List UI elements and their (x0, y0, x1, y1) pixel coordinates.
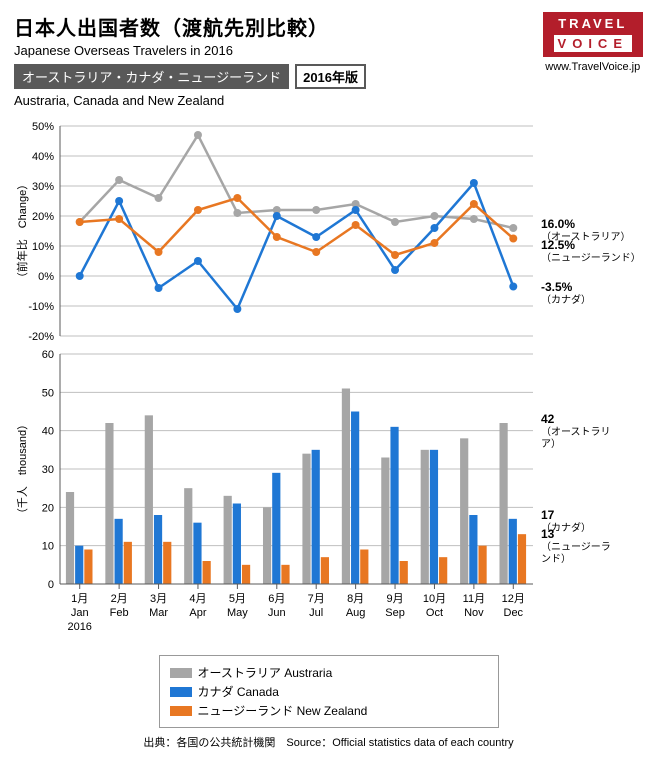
svg-text:0: 0 (48, 579, 54, 591)
legend-label: オーストラリア Austraria (198, 664, 333, 681)
legend-item: カナダ Canada (170, 683, 488, 700)
svg-text:12.5%: 12.5% (541, 238, 575, 252)
svg-text:（ニュージーランド）: （ニュージーランド） (541, 252, 641, 264)
legend-swatch-australia (170, 668, 192, 678)
svg-text:50%: 50% (32, 121, 54, 133)
svg-text:8月: 8月 (347, 593, 364, 605)
svg-text:Sep: Sep (385, 607, 405, 619)
legend-item: オーストラリア Austraria (170, 664, 488, 681)
svg-text:（前年比 Change）: （前年比 Change） (15, 179, 29, 284)
svg-text:ンド）: ンド） (541, 553, 571, 565)
svg-text:4月: 4月 (189, 593, 206, 605)
svg-text:Oct: Oct (426, 607, 443, 619)
svg-text:（ニュージーラ: （ニュージーラ (541, 541, 611, 553)
subtitle-year: 2016年版 (295, 64, 366, 89)
legend-label: ニュージーランド New Zealand (198, 702, 368, 719)
svg-text:Mar: Mar (149, 607, 168, 619)
legend-swatch-newzealand (170, 706, 192, 716)
svg-text:60: 60 (42, 349, 54, 361)
svg-text:20: 20 (42, 502, 54, 514)
svg-text:10: 10 (42, 541, 54, 553)
svg-text:3月: 3月 (150, 593, 167, 605)
svg-text:Jan: Jan (71, 607, 89, 619)
svg-text:7月: 7月 (308, 593, 325, 605)
svg-text:30: 30 (42, 464, 54, 476)
legend-item: ニュージーランド New Zealand (170, 702, 488, 719)
svg-text:2016: 2016 (67, 621, 91, 633)
logo-url: www.TravelVoice.jp (543, 61, 643, 73)
subtitle-jp: オーストラリア・カナダ・ニュージーランド (14, 64, 289, 89)
svg-text:Aug: Aug (346, 607, 366, 619)
logo-bottom: VOICE (553, 34, 633, 54)
svg-text:40: 40 (42, 426, 54, 438)
svg-text:Jun: Jun (268, 607, 286, 619)
svg-text:16.0%: 16.0% (541, 217, 575, 231)
legend-swatch-canada (170, 687, 192, 697)
legend-box: オーストラリア Austraria カナダ Canada ニュージーランド New … (159, 655, 499, 728)
svg-text:May: May (227, 607, 248, 619)
svg-text:（オーストラリ: （オーストラリ (541, 426, 611, 438)
svg-text:ア）: ア） (541, 438, 561, 450)
svg-text:6月: 6月 (268, 593, 285, 605)
legend-label: カナダ Canada (198, 683, 279, 700)
subtitle-en: Austraria, Canada and New Zealand (14, 93, 643, 108)
svg-text:10%: 10% (32, 241, 54, 253)
svg-text:Feb: Feb (110, 607, 129, 619)
svg-text:-3.5%: -3.5% (541, 280, 573, 294)
svg-text:Dec: Dec (504, 607, 524, 619)
svg-text:30%: 30% (32, 181, 54, 193)
svg-text:2月: 2月 (111, 593, 128, 605)
svg-text:40%: 40% (32, 151, 54, 163)
svg-text:0%: 0% (38, 271, 54, 283)
svg-text:50: 50 (42, 387, 54, 399)
source-text: 出典：各国の公共統計機関 Source：Official statistics … (14, 734, 643, 750)
svg-text:（カナダ）: （カナダ） (541, 293, 591, 306)
svg-text:11月: 11月 (463, 593, 485, 605)
svg-text:Jul: Jul (309, 607, 323, 619)
svg-text:20%: 20% (32, 211, 54, 223)
svg-text:Nov: Nov (464, 607, 484, 619)
svg-text:-10%: -10% (28, 301, 54, 313)
svg-text:1月: 1月 (71, 593, 88, 605)
logo[interactable]: TRAVEL VOICE www.TravelVoice.jp (543, 12, 643, 73)
svg-text:Apr: Apr (189, 607, 206, 619)
svg-text:13: 13 (541, 527, 555, 541)
svg-text:10月: 10月 (423, 593, 446, 605)
svg-text:42: 42 (541, 412, 555, 426)
logo-top: TRAVEL (553, 16, 633, 32)
chart-svg: -20% -10% 0% 10% 20% 30% 40% 50% （前年比 Change） 16.… (14, 116, 643, 640)
svg-text:9月: 9月 (386, 593, 403, 605)
svg-text:5月: 5月 (229, 593, 246, 605)
svg-text:-20%: -20% (28, 331, 54, 343)
svg-text:12月: 12月 (502, 593, 525, 605)
svg-text:（千人 thousand）: （千人 thousand） (16, 419, 29, 519)
svg-text:17: 17 (541, 508, 555, 522)
